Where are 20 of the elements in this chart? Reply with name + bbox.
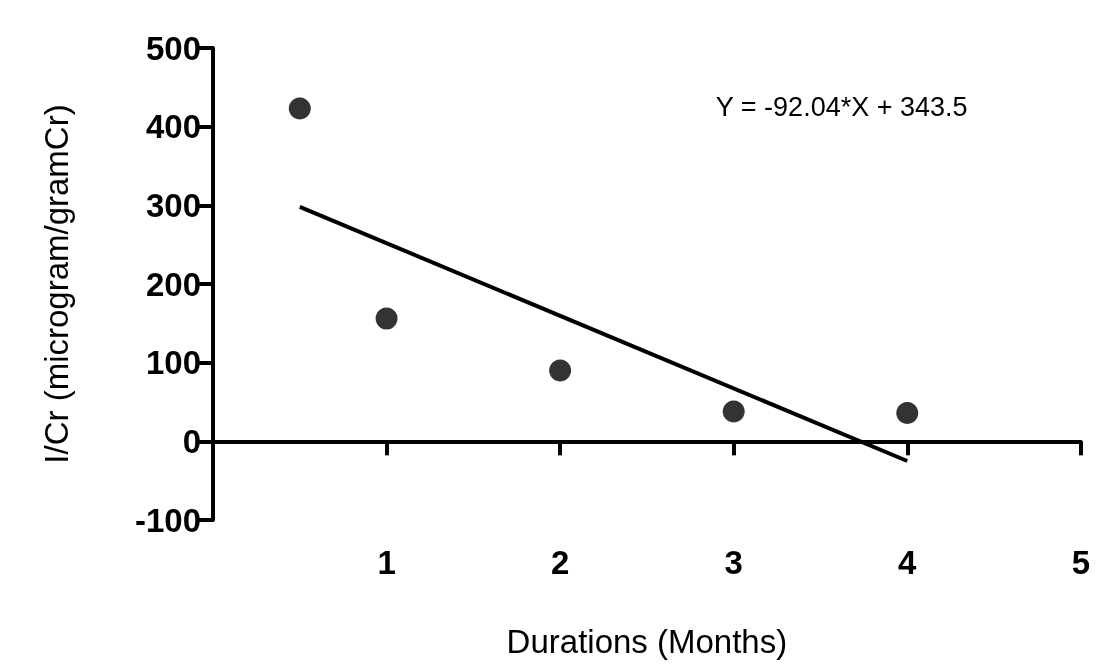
y-tick-label: 500 — [145, 29, 201, 67]
point — [722, 400, 745, 423]
point — [288, 97, 311, 120]
y-tick-label: 0 — [182, 422, 201, 460]
y-tick-label: 100 — [145, 344, 201, 382]
x-tick-label: 1 — [377, 544, 396, 581]
x-tick-label: 5 — [1071, 544, 1090, 581]
y-tick-label: 400 — [145, 108, 201, 146]
y-tick-label: 200 — [145, 265, 201, 303]
x-axis-title: Durations (Months) — [506, 623, 788, 660]
x-tick-label: 4 — [898, 544, 918, 581]
x-tick-label: 3 — [724, 544, 743, 581]
y-tick-label: 300 — [145, 186, 201, 224]
y-axis-title: I/Cr (microgram/gramCr) — [38, 104, 75, 464]
point — [896, 402, 919, 425]
point — [549, 359, 572, 382]
point — [375, 307, 398, 330]
annotation: Y = -92.04*X + 343.5 — [715, 91, 968, 122]
x-tick-label: 2 — [550, 544, 570, 581]
y-tick-label: -100 — [134, 501, 201, 539]
